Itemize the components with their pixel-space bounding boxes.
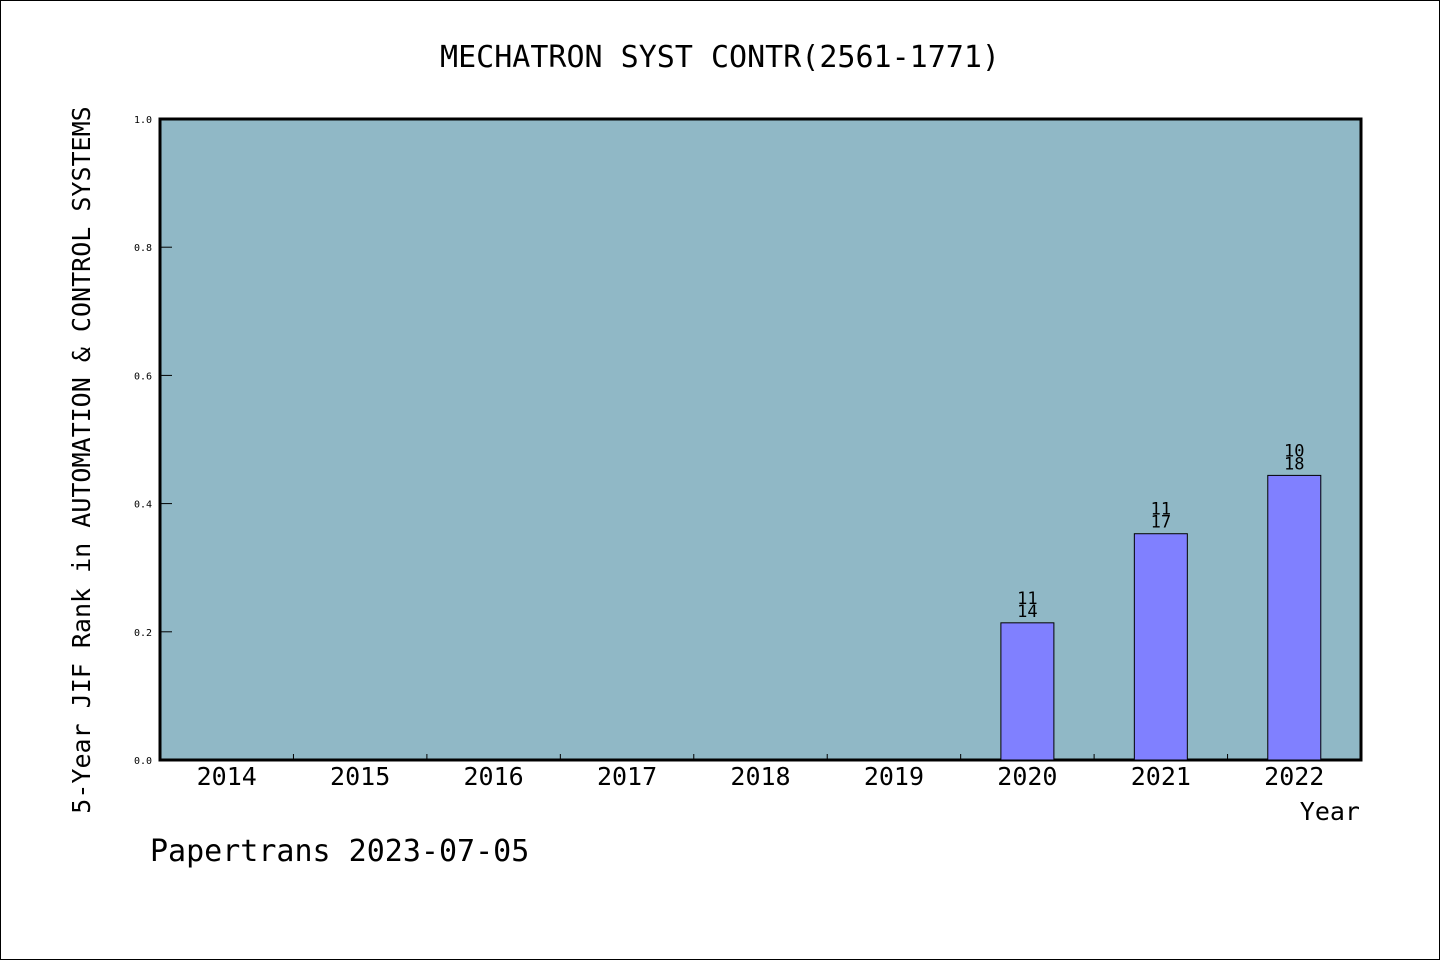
- bar-2020: [1000, 622, 1055, 761]
- x-tick-label: 2021: [1131, 762, 1191, 791]
- footer-credit: Papertrans 2023-07-05: [150, 834, 530, 869]
- y-axis-label: 5-Year JIF Rank in AUTOMATION & CONTROL …: [67, 106, 96, 813]
- y-tick-label: 0.8: [134, 243, 152, 254]
- x-tick-label: 2022: [1264, 762, 1324, 791]
- x-tick-label: 2014: [197, 762, 257, 791]
- bar-label-rank: 11: [1151, 500, 1171, 520]
- x-tick-label: 2017: [597, 762, 657, 791]
- bar-label-total: 18: [1284, 454, 1304, 474]
- y-tick-label: 1.0: [134, 115, 152, 126]
- bar-label-rank: 11: [1017, 589, 1037, 609]
- x-tick-label: 2020: [997, 762, 1057, 791]
- y-tick-label: 0.6: [134, 371, 152, 382]
- bars: [1000, 474, 1322, 761]
- y-tick-label: 0.4: [134, 500, 152, 511]
- bar-2022: [1267, 474, 1322, 761]
- bar-label-total: 14: [1017, 602, 1037, 622]
- y-axis: 0.0 0.2 0.4 0.6 0.8 1.0: [134, 115, 172, 767]
- y-tick-label: 0.2: [134, 628, 152, 639]
- x-tick-label: 2018: [730, 762, 790, 791]
- x-tick-label: 2016: [464, 762, 524, 791]
- x-axis-label: Year: [1300, 797, 1360, 826]
- y-tick-label: 0.0: [134, 756, 152, 767]
- x-tick-label: 2015: [330, 762, 390, 791]
- x-axis: 2014 2015 2016 2017 2018 2019 2020 2021 2022: [197, 754, 1324, 791]
- chart-title: MECHATRON SYST CONTR(2561-1771): [440, 40, 1000, 75]
- bar-2021: [1133, 533, 1188, 761]
- x-tick-label: 2019: [864, 762, 924, 791]
- bar-label-total: 17: [1151, 513, 1171, 533]
- bar-label-rank: 10: [1284, 441, 1304, 461]
